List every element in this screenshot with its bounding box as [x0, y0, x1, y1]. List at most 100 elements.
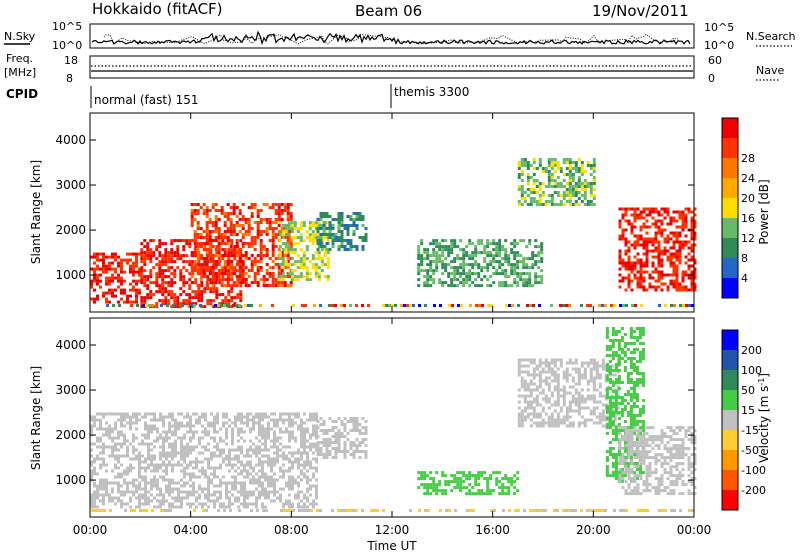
velocity-cell	[632, 369, 636, 372]
velocity-cell	[111, 496, 114, 500]
power-cell	[259, 257, 263, 260]
power-cell	[568, 179, 572, 182]
power-cell	[523, 161, 527, 164]
power-cell	[283, 284, 287, 287]
power-cell	[129, 270, 132, 274]
power-cell	[140, 269, 144, 273]
velocity-cell	[114, 421, 117, 425]
power-cell	[346, 215, 350, 218]
velocity-cell	[180, 451, 183, 455]
velocity-cell	[611, 333, 615, 336]
velocity-cell	[213, 499, 216, 503]
velocity-cell	[568, 424, 572, 428]
velocity-cell	[608, 378, 612, 381]
power-cell	[143, 281, 147, 285]
velocity-cell	[240, 472, 243, 476]
velocity-cell	[306, 496, 309, 500]
power-cell	[117, 273, 120, 277]
velocity-cell	[264, 490, 267, 494]
velocity-cell	[267, 490, 270, 494]
power-cell	[547, 185, 551, 188]
power-cell	[278, 254, 282, 258]
velocity-cell	[614, 378, 618, 381]
power-cell	[250, 266, 254, 269]
velocity-cell	[201, 415, 204, 419]
power-cell	[319, 233, 323, 236]
power-cell	[238, 212, 242, 215]
power-cell	[102, 264, 105, 268]
velocity-cell	[611, 420, 615, 423]
power-cell	[550, 197, 554, 200]
velocity-cell	[620, 429, 624, 432]
velocity-cell	[117, 475, 120, 479]
power-cell	[90, 279, 93, 283]
velocity-cell	[538, 403, 542, 407]
power-cell	[203, 242, 207, 246]
power-cell	[102, 294, 105, 298]
power-cell	[280, 251, 284, 254]
velocity-cell	[592, 364, 596, 368]
velocity-cell	[207, 493, 210, 497]
velocity-cell	[213, 445, 216, 449]
power-cell	[224, 266, 228, 270]
velocity-cell	[611, 429, 615, 432]
velocity-cell	[553, 424, 557, 428]
power-cell	[633, 216, 637, 220]
power-cell	[235, 281, 239, 284]
velocity-cell	[285, 412, 288, 416]
velocity-cell	[620, 351, 624, 354]
power-cell	[574, 203, 578, 206]
velocity-cell	[213, 415, 216, 419]
velocity-cell	[526, 403, 530, 407]
velocity-cell	[252, 475, 255, 479]
colorbar-tick-label: 16	[741, 212, 755, 225]
power-cell	[191, 296, 195, 300]
power-cell	[535, 185, 539, 188]
velocity-cell	[614, 426, 618, 429]
power-cell	[277, 230, 281, 233]
velocity-cell	[297, 427, 300, 431]
power-cell	[262, 275, 266, 278]
power-cell	[562, 304, 565, 307]
power-cell	[259, 209, 263, 212]
velocity-cell	[574, 367, 578, 371]
velocity-cell	[243, 487, 246, 491]
velocity-cell	[614, 471, 618, 474]
velocity-cell	[132, 466, 135, 470]
power-cell	[132, 279, 135, 283]
velocity-cell	[526, 406, 530, 410]
velocity-cell	[243, 415, 246, 419]
power-cell	[238, 269, 242, 272]
power-cell	[627, 255, 631, 259]
velocity-cell	[303, 466, 306, 470]
velocity-cell	[349, 441, 353, 444]
power-cell	[559, 185, 563, 188]
velocity-cell	[189, 445, 192, 449]
power-cell	[164, 290, 168, 294]
power-cell	[211, 284, 215, 287]
velocity-cell	[532, 388, 536, 392]
power-cell	[311, 221, 315, 225]
power-cell	[190, 263, 194, 266]
velocity-cell	[306, 490, 309, 494]
power-cell	[223, 230, 227, 233]
velocity-cell	[174, 487, 177, 491]
power-cell	[328, 215, 332, 218]
velocity-cell	[507, 477, 511, 481]
power-cell	[140, 305, 144, 309]
power-cell	[507, 284, 511, 288]
power-cell	[200, 263, 204, 267]
power-cell	[651, 249, 655, 253]
power-cell	[654, 270, 658, 274]
velocity-cell	[629, 396, 633, 399]
power-cell	[143, 245, 147, 249]
power-cell	[202, 236, 206, 239]
velocity-cell	[297, 493, 300, 497]
power-cell	[678, 213, 682, 217]
velocity-cell	[598, 385, 602, 389]
velocity-cell	[632, 357, 636, 360]
power-cell	[118, 304, 121, 307]
velocity-cell	[231, 463, 234, 467]
velocity-cell	[614, 339, 618, 342]
velocity-cell	[611, 330, 615, 333]
